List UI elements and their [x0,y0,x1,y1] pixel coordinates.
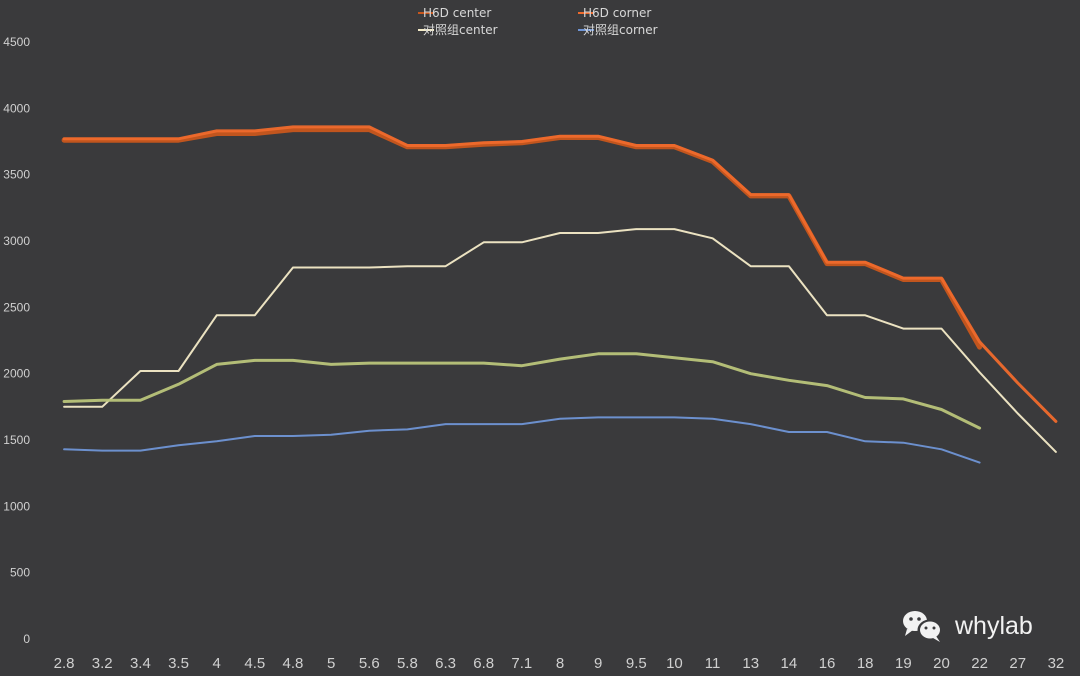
y-tick-label: 3000 [3,234,30,248]
x-tick-label: 3.4 [130,655,151,672]
x-tick-label: 22 [971,655,988,672]
series-line-4 [62,352,982,430]
y-tick-label: 3500 [3,168,30,182]
x-tick-label: 5 [327,655,335,672]
x-tick-label: 16 [819,655,836,672]
series-lines [61,125,1058,464]
x-axis: 2.8 3.2 3.4 3.5 4 4.5 4.8 5 5.6 5.8 6.3 6.8 7.1 8 9 9.5… [54,655,1065,672]
legend: H6D center H6D corner 对照组center 对照组corner [418,6,658,37]
x-tick-label: 4.8 [283,655,304,672]
series-line-3 [63,416,981,464]
watermark: whylab [903,611,1033,642]
x-tick-label: 4 [212,655,220,672]
x-tick-label: 20 [933,655,950,672]
x-tick-label: 10 [666,655,683,672]
wechat-icon [903,611,943,642]
series-line-2 [63,228,1057,453]
x-tick-label: 4.5 [244,655,265,672]
series-line-1 [62,125,1058,423]
y-tick-label: 4000 [3,101,30,115]
y-tick-label: 1500 [3,433,30,447]
y-tick-label: 4500 [3,35,30,49]
x-tick-label: 19 [895,655,912,672]
x-tick-label: 6.8 [473,655,494,672]
legend-label: 对照组corner [583,23,658,37]
x-tick-label: 9 [594,655,602,672]
x-tick-label: 8 [556,655,564,672]
y-tick-label: 2000 [3,367,30,381]
x-tick-label: 3.2 [92,655,113,672]
x-tick-label: 5.8 [397,655,418,672]
x-tick-label: 27 [1009,655,1026,672]
x-tick-label: 11 [705,655,721,672]
legend-label: 对照组center [423,23,498,37]
x-tick-label: 18 [857,655,874,672]
x-tick-label: 14 [781,655,798,672]
x-tick-label: 6.3 [435,655,456,672]
legend-label: H6D center [423,6,491,20]
x-tick-label: 3.5 [168,655,189,672]
x-tick-label: 2.8 [54,655,75,672]
y-tick-label: 1000 [3,499,30,513]
x-tick-label: 32 [1048,655,1065,672]
x-tick-label: 7.1 [511,655,532,672]
y-tick-label: 500 [10,566,30,580]
y-axis: 0 500 1000 1500 2000 2500 3000 3500 4000 4500 [3,35,30,646]
x-tick-label: 9.5 [626,655,647,672]
watermark-text: whylab [954,612,1033,640]
y-tick-label: 2500 [3,300,30,314]
legend-label: H6D corner [583,6,651,20]
x-tick-label: 13 [742,655,759,672]
y-tick-label: 0 [23,632,30,646]
x-tick-label: 5.6 [359,655,380,672]
